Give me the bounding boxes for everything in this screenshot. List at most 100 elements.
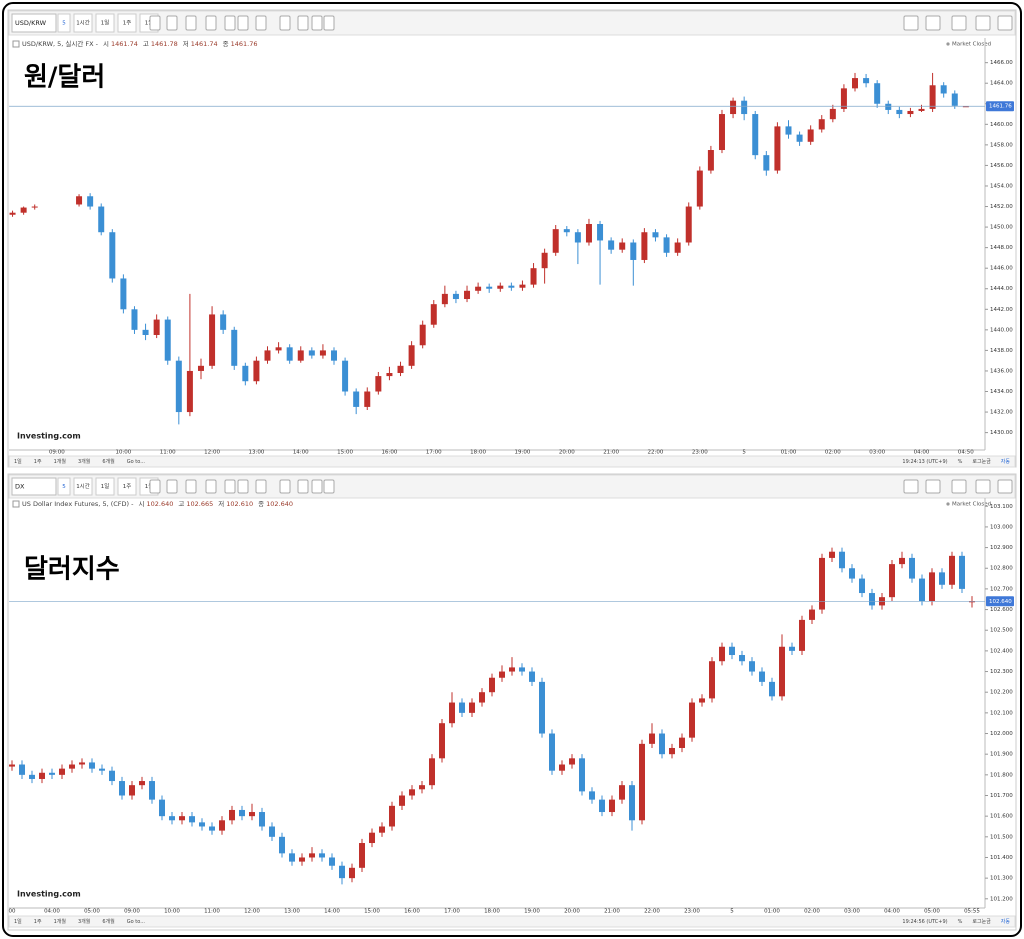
toolbar-icon[interactable] bbox=[205, 479, 217, 494]
toolbar-icon[interactable] bbox=[166, 479, 178, 494]
x-tick-label: 21:00 bbox=[604, 909, 620, 915]
candle-body bbox=[109, 232, 116, 279]
candle-body bbox=[630, 242, 637, 260]
toolbar-icon[interactable] bbox=[975, 15, 991, 31]
range-button[interactable]: 6개월 bbox=[102, 458, 115, 465]
axis-option[interactable]: % bbox=[958, 459, 963, 465]
toolbar-icon[interactable] bbox=[237, 479, 249, 494]
interval-button[interactable] bbox=[73, 13, 93, 33]
symbol-input[interactable] bbox=[11, 13, 57, 33]
toolbar-icon[interactable] bbox=[149, 479, 161, 494]
y-tick-label: 1440.00 bbox=[990, 327, 1013, 333]
candle-body bbox=[31, 206, 38, 208]
y-tick-label: 1450.00 bbox=[990, 225, 1013, 231]
toolbar-icon[interactable] bbox=[925, 15, 941, 31]
toolbar-icon[interactable] bbox=[224, 479, 236, 494]
y-tick-label: 102.200 bbox=[990, 690, 1013, 696]
toolbar-icon[interactable] bbox=[297, 15, 309, 31]
toolbar-icon[interactable] bbox=[185, 15, 197, 31]
x-tick-label: 14:00 bbox=[293, 450, 309, 456]
interval-button[interactable] bbox=[95, 13, 115, 33]
interval-button[interactable] bbox=[57, 13, 71, 33]
candle-body bbox=[489, 677, 495, 693]
axis-option[interactable]: % bbox=[958, 919, 963, 925]
toolbar-icon[interactable] bbox=[903, 15, 919, 31]
candle-body bbox=[519, 667, 525, 672]
toolbar-icon[interactable] bbox=[166, 15, 178, 31]
toolbar-icon[interactable] bbox=[997, 15, 1013, 31]
toolbar-icon[interactable] bbox=[237, 15, 249, 31]
interval-button[interactable] bbox=[57, 477, 71, 496]
toolbar-icon[interactable] bbox=[205, 15, 217, 31]
x-tick-label: 22:00 bbox=[648, 450, 664, 456]
interval-button[interactable] bbox=[73, 477, 93, 496]
interval-button[interactable] bbox=[117, 13, 137, 33]
ohlc-value: 102.610 bbox=[226, 500, 253, 508]
candle-body bbox=[76, 196, 83, 205]
range-button[interactable]: 1주 bbox=[34, 459, 42, 465]
candle-body bbox=[789, 646, 795, 651]
axis-option[interactable]: 자동 bbox=[1001, 458, 1011, 465]
toolbar-icon[interactable] bbox=[255, 15, 267, 31]
toolbar-icon[interactable] bbox=[951, 479, 967, 494]
toolbar-icon[interactable] bbox=[323, 15, 335, 31]
y-tick-label: 101.500 bbox=[990, 834, 1013, 840]
toolbar-icon[interactable] bbox=[149, 15, 161, 31]
ohlc-name: 시 bbox=[103, 40, 109, 48]
toolbar-icon[interactable] bbox=[311, 479, 323, 494]
x-tick-label: 04:00 bbox=[914, 450, 930, 456]
toolbar-icon[interactable] bbox=[279, 15, 291, 31]
range-button[interactable]: Go to... bbox=[127, 919, 146, 925]
y-tick-label: 1432.00 bbox=[990, 410, 1013, 416]
toolbar-icon[interactable] bbox=[903, 479, 919, 494]
candle-body bbox=[785, 126, 792, 135]
y-tick-label: 1430.00 bbox=[990, 430, 1013, 436]
candle-body bbox=[629, 785, 635, 821]
candle-body bbox=[541, 252, 548, 269]
toolbar-icon[interactable] bbox=[975, 479, 991, 494]
candle-body bbox=[839, 551, 845, 569]
range-button[interactable]: 1일 bbox=[14, 458, 22, 465]
range-button[interactable]: 3개월 bbox=[78, 458, 91, 465]
toolbar-icon[interactable] bbox=[323, 479, 335, 494]
toolbar-icon[interactable] bbox=[997, 479, 1013, 494]
range-button[interactable]: 1개월 bbox=[54, 458, 67, 465]
range-button[interactable]: Go to... bbox=[127, 459, 146, 465]
range-button[interactable]: 6개월 bbox=[102, 918, 115, 925]
toolbar-icon[interactable] bbox=[925, 479, 941, 494]
range-button[interactable]: 3개월 bbox=[78, 918, 91, 925]
candle-body bbox=[929, 85, 936, 109]
range-button[interactable]: 1일 bbox=[14, 918, 22, 925]
ohlc-value: 102.665 bbox=[186, 500, 213, 508]
candle-body bbox=[89, 762, 95, 769]
symbol-input[interactable] bbox=[11, 477, 57, 496]
candle-body bbox=[9, 212, 16, 215]
ohlc-name: 시 bbox=[138, 500, 144, 508]
axis-option[interactable]: 로그눈금 bbox=[972, 459, 991, 465]
candle-body bbox=[486, 286, 493, 289]
range-button[interactable]: 1주 bbox=[34, 919, 42, 925]
axis-option[interactable]: 로그눈금 bbox=[972, 919, 991, 925]
interval-button[interactable] bbox=[117, 477, 137, 496]
ohlc-value: 1461.74 bbox=[191, 40, 218, 48]
candle-body bbox=[439, 723, 445, 759]
toolbar-icon[interactable] bbox=[185, 479, 197, 494]
toolbar-icon[interactable] bbox=[311, 15, 323, 31]
toolbar-icon[interactable] bbox=[224, 15, 236, 31]
candle-body bbox=[779, 646, 785, 697]
candle-body bbox=[763, 155, 770, 171]
toolbar-icon[interactable] bbox=[255, 479, 267, 494]
range-button[interactable]: 1개월 bbox=[54, 918, 67, 925]
candle-body bbox=[319, 853, 325, 858]
toolbar-icon[interactable] bbox=[297, 479, 309, 494]
toolbar-icon[interactable] bbox=[951, 15, 967, 31]
candle-body bbox=[119, 781, 125, 796]
y-tick-label: 101.600 bbox=[990, 814, 1013, 820]
axis-option[interactable]: 자동 bbox=[1001, 918, 1011, 925]
x-tick-label: 19:00 bbox=[524, 909, 540, 915]
interval-label: 1주 bbox=[123, 483, 132, 490]
toolbar-icon[interactable] bbox=[279, 479, 291, 494]
candle-body bbox=[9, 764, 15, 767]
candle-body bbox=[874, 83, 881, 104]
interval-button[interactable] bbox=[95, 477, 115, 496]
